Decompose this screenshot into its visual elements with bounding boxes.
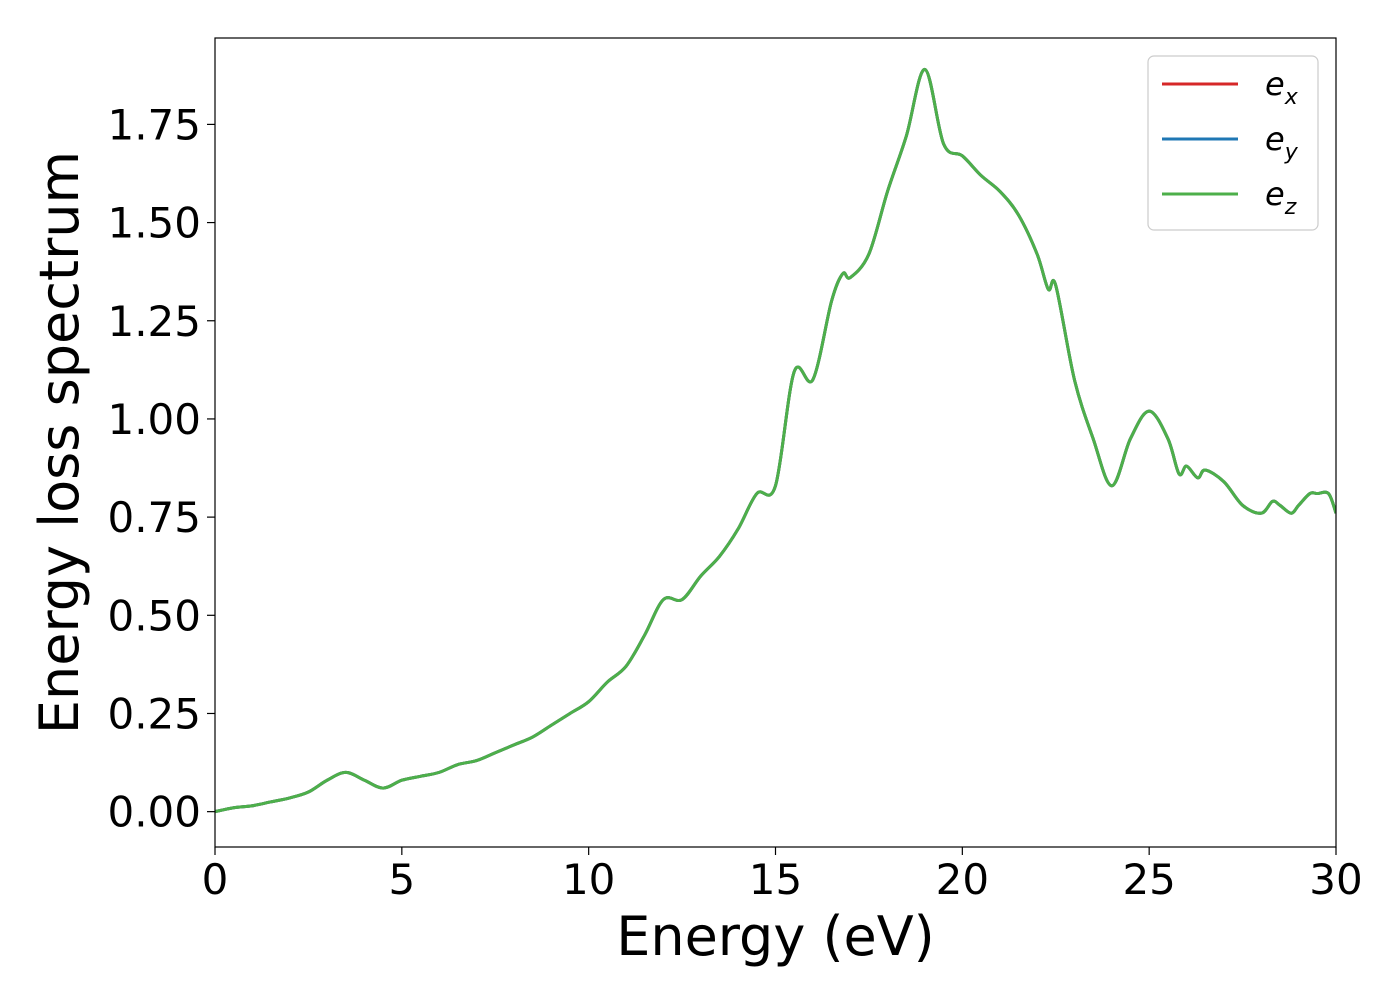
series-line-ez xyxy=(215,67,1336,814)
y-tick-label: 1.75 xyxy=(107,100,201,149)
x-axis-label: Energy (eV) xyxy=(616,905,935,968)
x-tick-label: 5 xyxy=(388,855,415,904)
y-tick-label: 0.25 xyxy=(107,689,201,738)
y-tick-label: 0.75 xyxy=(107,493,201,542)
y-tick-label: 1.25 xyxy=(107,297,201,346)
legend: ex ey ez xyxy=(1147,55,1319,231)
legend-label-ex: ex xyxy=(1265,65,1299,110)
x-tick-label: 0 xyxy=(202,855,229,904)
x-tick-label: 15 xyxy=(749,855,802,904)
y-tick-label: 1.00 xyxy=(107,395,201,444)
x-tick-label: 10 xyxy=(562,855,615,904)
plot-lines xyxy=(215,67,1336,814)
y-axis-ticks: 0.00 0.25 0.50 0.75 1.00 1.25 1.50 1.75 xyxy=(107,100,215,837)
y-axis-label: Energy loss spectrum xyxy=(28,151,91,734)
legend-label-ey: ey xyxy=(1265,120,1299,165)
x-axis-ticks: 0 5 10 15 20 25 30 xyxy=(202,847,1363,904)
x-tick-label: 25 xyxy=(1122,855,1175,904)
legend-box xyxy=(1147,55,1319,231)
x-tick-label: 30 xyxy=(1309,855,1362,904)
y-tick-label: 0.00 xyxy=(107,788,201,837)
y-tick-label: 0.50 xyxy=(107,591,201,640)
y-tick-label: 1.50 xyxy=(107,199,201,248)
x-tick-label: 20 xyxy=(936,855,989,904)
legend-label-ez: ez xyxy=(1265,175,1297,220)
